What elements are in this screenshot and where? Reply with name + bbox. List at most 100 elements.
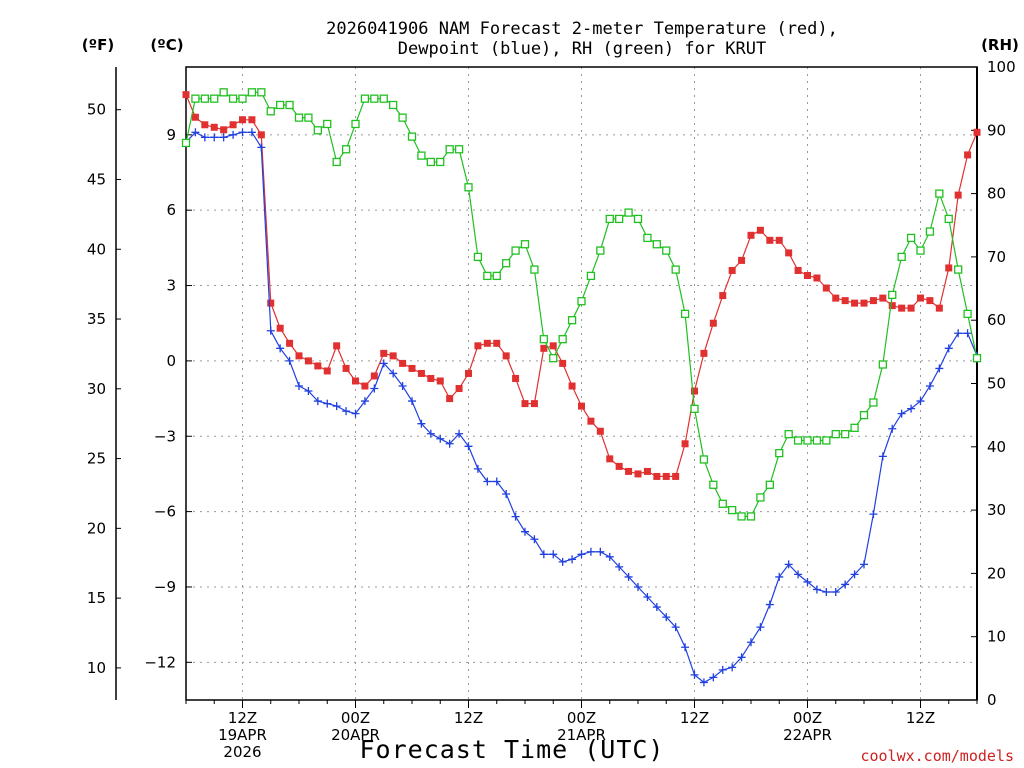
rh-point xyxy=(502,259,511,268)
rh-unit-label: (RH) xyxy=(981,36,1019,54)
dewpoint-point xyxy=(247,128,256,137)
dewpoint-point xyxy=(521,527,529,536)
dewpoint-point xyxy=(455,429,464,438)
dewpoint-point xyxy=(257,143,266,152)
dewpoint-point xyxy=(558,557,567,566)
series-celsius-plus xyxy=(182,128,981,687)
temperature-point xyxy=(276,324,284,332)
rh-point xyxy=(379,94,388,103)
rh-point xyxy=(680,309,690,319)
rh-point xyxy=(718,499,727,508)
temperature-point xyxy=(323,367,331,375)
temperature-point xyxy=(578,402,585,410)
temperature-point xyxy=(662,472,670,480)
x-axis-label: Forecast Time (UTC) xyxy=(360,735,665,764)
rh-point xyxy=(869,398,878,407)
dewpoint-point xyxy=(436,434,445,443)
dewpoint-point xyxy=(662,613,671,622)
dewpoint-point xyxy=(634,582,642,591)
temperature-point xyxy=(521,400,529,408)
temperature-point xyxy=(926,297,934,305)
rh-point xyxy=(266,107,275,116)
temperature-point xyxy=(304,357,312,365)
dewpoint-point xyxy=(963,329,972,338)
rh-point xyxy=(191,94,200,103)
x-tick-label: 00Z xyxy=(341,709,370,727)
temperature-point xyxy=(342,364,350,372)
credit-label: coolwx.com/models xyxy=(860,747,1014,765)
x-tick-label: 19APR xyxy=(218,726,267,744)
temperature-point xyxy=(568,382,576,390)
fahrenheit-tick-label: 25 xyxy=(87,450,106,468)
dewpoint-point xyxy=(709,673,718,682)
temperature-point xyxy=(672,472,680,480)
series-celsius-filled-square xyxy=(182,91,981,480)
temperature-point xyxy=(869,297,877,305)
rh-point xyxy=(539,335,548,344)
fahrenheit-tick-label: 20 xyxy=(87,519,106,537)
rh-point xyxy=(558,335,567,344)
rh-tick-label: 80 xyxy=(987,185,1006,203)
dewpoint-point xyxy=(577,550,586,559)
rh-point xyxy=(596,246,605,255)
dewpoint-point xyxy=(219,133,228,142)
dewpoint-point xyxy=(850,570,859,579)
temperature-point xyxy=(182,91,190,99)
temperature-point xyxy=(493,339,501,347)
dewpoint-point xyxy=(568,555,577,564)
rh-tick-label: 10 xyxy=(987,628,1006,646)
dewpoint-point xyxy=(502,490,511,499)
dewpoint-point xyxy=(323,399,332,408)
rh-point xyxy=(549,354,558,363)
temperature-point xyxy=(756,226,764,234)
temperature-point xyxy=(728,266,736,274)
dewpoint-point xyxy=(822,587,831,596)
dewpoint-point xyxy=(360,397,369,406)
dewpoint-point xyxy=(191,128,200,137)
rh-point xyxy=(530,265,539,274)
temperature-point xyxy=(408,364,416,372)
temperature-point xyxy=(352,377,359,385)
temperature-point xyxy=(879,294,887,302)
dewpoint-point xyxy=(699,678,708,687)
rh-point xyxy=(360,94,370,103)
rh-point xyxy=(643,233,652,243)
dewpoint-point xyxy=(944,344,953,353)
fahrenheit-tick-label: 10 xyxy=(87,659,106,677)
temperature-point xyxy=(220,126,228,134)
fahrenheit-tick-label: 15 xyxy=(87,589,106,607)
dewpoint-point xyxy=(615,562,624,571)
dewpoint-point xyxy=(925,382,934,391)
rh-point xyxy=(897,252,906,262)
dewpoint-point xyxy=(605,552,614,561)
temperature-point xyxy=(917,294,924,302)
rh-point xyxy=(699,455,709,464)
rh-point xyxy=(257,88,266,97)
rh-point xyxy=(520,240,530,249)
rh-tick-label: 90 xyxy=(987,121,1006,139)
dewpoint-point xyxy=(718,665,727,674)
rh-point xyxy=(963,309,972,319)
rh-point xyxy=(511,246,520,255)
rh-point xyxy=(219,88,228,97)
fahrenheit-tick-label: 30 xyxy=(87,380,106,398)
x-tick-label: 12Z xyxy=(680,709,709,727)
rh-tick-label: 60 xyxy=(987,311,1006,329)
chart-title-line-2: Dewpoint (blue), RH (green) for KRUT xyxy=(398,39,766,59)
temperature-point xyxy=(888,302,896,310)
x-tick-label: 21APR xyxy=(557,726,606,744)
dewpoint-point xyxy=(483,477,492,486)
temperature-point xyxy=(399,359,407,367)
rh-point xyxy=(605,214,614,224)
temperature-point xyxy=(935,304,943,312)
temperature-point xyxy=(841,297,849,305)
temperature-point xyxy=(775,236,783,244)
celsius-tick-label: 3 xyxy=(166,277,176,295)
temperature-point xyxy=(512,374,520,382)
x-tick-label: 22APR xyxy=(783,726,832,744)
dewpoint-point xyxy=(671,623,680,632)
temperature-point xyxy=(700,349,708,357)
rh-point xyxy=(567,316,577,325)
temperature-point xyxy=(502,352,510,360)
